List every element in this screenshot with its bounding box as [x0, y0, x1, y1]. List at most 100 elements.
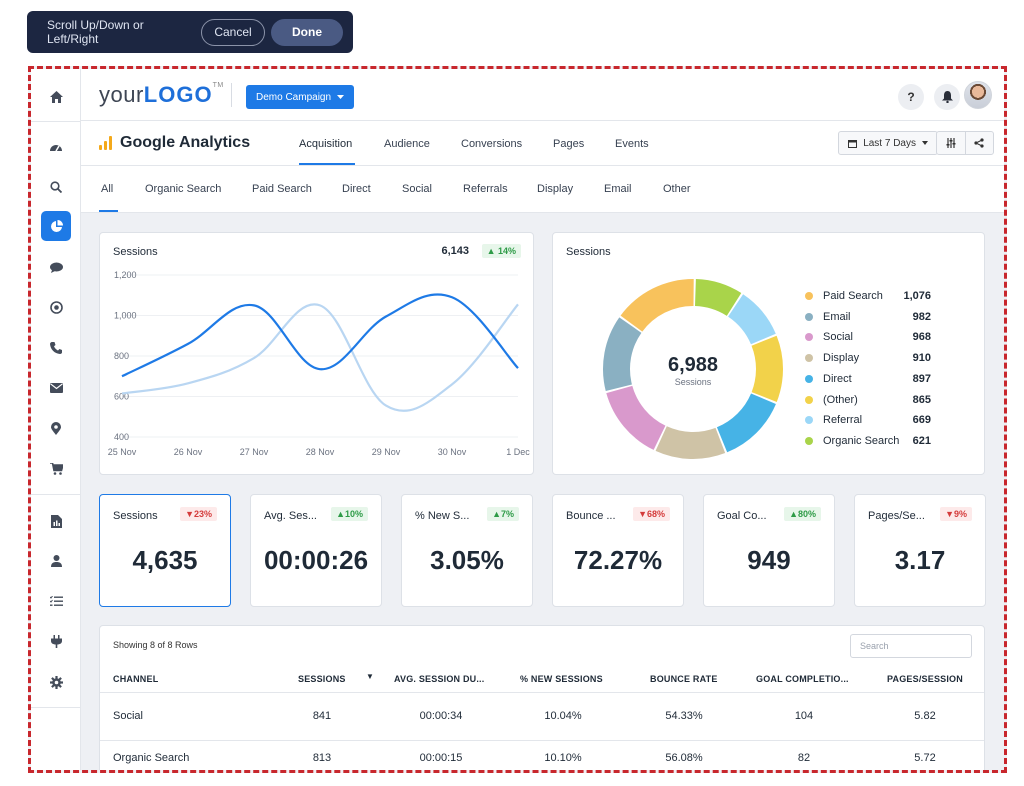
tab-acquisition[interactable]: Acquisition — [299, 138, 353, 150]
tab-conversions[interactable]: Conversions — [461, 138, 523, 150]
cancel-button[interactable]: Cancel — [201, 18, 265, 46]
legend-label: Organic Search — [823, 434, 900, 447]
channel-filter-tabs: All Organic Search Paid Search Direct So… — [81, 166, 1004, 213]
legend-item[interactable]: Organic Search 621 — [805, 433, 935, 449]
kpi-change-badge: ▲7% — [487, 507, 519, 521]
home-icon[interactable] — [41, 82, 71, 112]
sort-desc-icon[interactable]: ▼ — [366, 672, 374, 681]
kpi-card[interactable]: % New S... ▲7% 3.05% — [401, 494, 533, 607]
channel-tab-email[interactable]: Email — [604, 183, 632, 195]
kpi-card[interactable]: Sessions ▼23% 4,635 — [99, 494, 231, 607]
donut-slice-paid-search[interactable] — [620, 279, 694, 332]
campaign-dropdown[interactable]: Demo Campaign — [246, 85, 355, 109]
report-icon[interactable] — [41, 506, 71, 536]
sessions-line-chart: 1,200 1,000 800 600 400 25 Nov 26 Nov 27 Nov 28 … — [108, 271, 531, 457]
donut-slice-email[interactable] — [603, 317, 642, 392]
avatar[interactable] — [964, 81, 992, 109]
location-pin-icon[interactable] — [41, 413, 71, 443]
kpi-card[interactable]: Goal Co... ▲80% 949 — [703, 494, 835, 607]
column-header[interactable]: % New Sessions — [520, 674, 603, 684]
kpi-value: 00:00:26 — [263, 545, 369, 575]
gauge-icon[interactable] — [41, 132, 71, 162]
legend-value: 621 — [912, 434, 931, 447]
table-cell: 00:00:15 — [419, 752, 463, 764]
channel-tab-referrals[interactable]: Referrals — [463, 183, 508, 195]
capture-frame: yourLOGOTM Demo Campaign ? Google Analyt… — [28, 66, 1007, 773]
channel-tab-direct[interactable]: Direct — [342, 183, 371, 195]
channel-tab-social[interactable]: Social — [402, 183, 432, 195]
bell-icon[interactable] — [934, 84, 960, 110]
gear-icon[interactable] — [41, 667, 71, 697]
table-cell: 813 — [312, 752, 332, 764]
legend-item[interactable]: Display 910 — [805, 350, 935, 366]
table-search-input[interactable]: Search — [850, 634, 972, 658]
y-tick-label: 800 — [114, 351, 129, 361]
search-icon[interactable] — [41, 172, 71, 202]
chat-icon[interactable] — [41, 252, 71, 282]
donut-slice-display[interactable] — [655, 426, 726, 459]
phone-icon[interactable] — [41, 333, 71, 363]
legend-swatch — [805, 374, 813, 383]
donut-slice-social[interactable] — [606, 385, 666, 450]
legend-label: Email — [823, 310, 851, 323]
legend-label: (Other) — [823, 393, 858, 406]
pie-chart-icon[interactable] — [41, 211, 71, 241]
kpi-card[interactable]: Avg. Ses... ▲10% 00:00:26 — [250, 494, 382, 607]
plug-icon[interactable] — [41, 626, 71, 656]
channel-tab-display[interactable]: Display — [537, 183, 574, 195]
channel-tab-organic-search[interactable]: Organic Search — [145, 183, 222, 195]
kpi-card[interactable]: Bounce ... ▼68% 72.27% — [552, 494, 684, 607]
channel-tab-paid-search[interactable]: Paid Search — [252, 183, 312, 195]
column-header[interactable]: Avg. Session Du... — [394, 674, 485, 684]
user-icon[interactable] — [41, 546, 71, 576]
kpi-change-badge: ▲80% — [784, 507, 821, 521]
kpi-label: Bounce ... — [566, 510, 616, 522]
legend-item[interactable]: Social 968 — [805, 329, 935, 345]
google-analytics-logo-icon — [99, 136, 112, 150]
tab-audience[interactable]: Audience — [384, 138, 430, 150]
column-header[interactable]: Goal Completio... — [756, 674, 849, 684]
sessions-line-card: Sessions 6,143 ▲ 14% 1,200 1,000 800 600 400… — [99, 232, 534, 475]
y-tick-label: 400 — [114, 432, 129, 442]
column-header[interactable]: Channel — [113, 674, 159, 684]
x-tick-label: 27 Nov — [240, 447, 269, 457]
caret-down-icon — [337, 95, 345, 99]
brand-logo[interactable]: yourLOGOTM — [99, 82, 224, 107]
kpi-card[interactable]: Pages/Se... ▼9% 3.17 — [854, 494, 986, 607]
legend-label: Display — [823, 352, 860, 365]
legend-value: 669 — [912, 414, 931, 427]
donut-slice-referral[interactable] — [728, 294, 776, 345]
channel-tab-other[interactable]: Other — [663, 183, 691, 195]
target-icon[interactable] — [41, 292, 71, 322]
channel-tab-all[interactable]: All — [101, 183, 114, 195]
column-header[interactable]: Bounce Rate — [650, 674, 718, 684]
list-icon[interactable] — [41, 586, 71, 616]
tab-events[interactable]: Events — [615, 138, 649, 150]
mail-icon[interactable] — [41, 373, 71, 403]
kpi-change-badge: ▼9% — [940, 507, 972, 521]
cart-icon[interactable] — [41, 454, 71, 484]
donut-slice-other[interactable] — [751, 335, 783, 402]
column-header[interactable]: Pages/Session — [887, 674, 963, 684]
legend-item[interactable]: Direct 897 — [805, 371, 935, 387]
legend-value: 910 — [912, 352, 931, 365]
campaign-label: Demo Campaign — [256, 91, 332, 103]
legend-label: Referral — [823, 414, 863, 427]
tab-pages[interactable]: Pages — [553, 138, 585, 150]
legend-item[interactable]: Paid Search 1,076 — [805, 288, 935, 304]
donut-slice-direct[interactable] — [716, 393, 776, 453]
table-cell: 54.33% — [665, 710, 703, 722]
help-button[interactable]: ? — [898, 84, 924, 110]
x-tick-label: 30 Nov — [438, 447, 467, 457]
share-icon[interactable] — [964, 132, 994, 154]
done-button[interactable]: Done — [271, 18, 343, 46]
legend-item[interactable]: (Other) 865 — [805, 392, 935, 408]
card-title: Sessions — [566, 246, 611, 258]
legend-item[interactable]: Referral 669 — [805, 412, 935, 428]
sliders-icon[interactable] — [937, 132, 965, 154]
date-range-dropdown[interactable]: Last 7 Days — [838, 131, 938, 155]
legend-value: 1,076 — [903, 290, 931, 302]
column-header[interactable]: Sessions — [298, 674, 346, 684]
legend-item[interactable]: Email 982 — [805, 309, 935, 325]
donut-slice-organic-search[interactable] — [695, 279, 742, 316]
